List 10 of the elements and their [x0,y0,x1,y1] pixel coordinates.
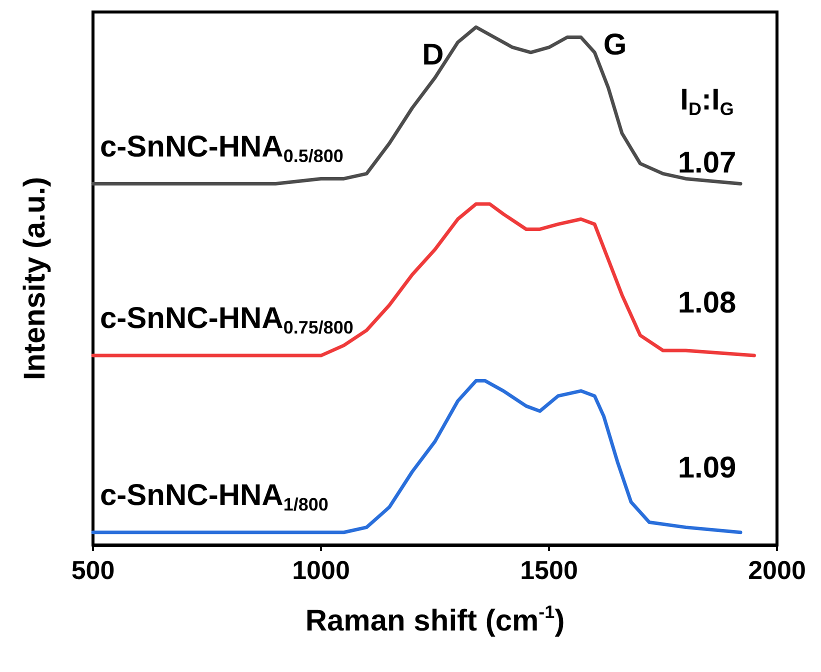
x-tick-label: 1000 [292,555,350,585]
annotation: D [422,38,444,72]
annotation: 1.08 [678,286,736,320]
y-axis-title: Intensity (a.u.) [18,176,52,380]
x-tick-label: 500 [71,555,115,585]
annotation: 1.09 [678,452,736,484]
x-tick-label: 1500 [520,555,578,585]
x-tick-label: 2000 [748,555,806,585]
annotation: 1.07 [678,146,736,180]
annotation: G [603,28,627,62]
